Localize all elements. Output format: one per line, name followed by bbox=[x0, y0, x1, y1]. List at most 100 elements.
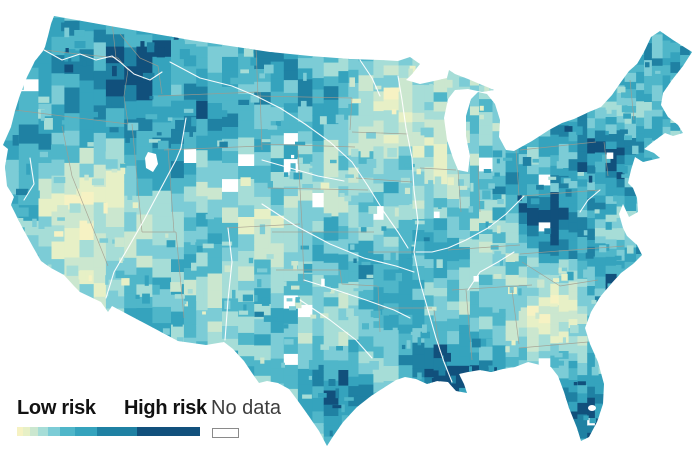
county-cell bbox=[689, 232, 692, 244]
county-cell bbox=[459, 374, 471, 389]
county-cell bbox=[680, 121, 691, 131]
county-cell bbox=[558, 311, 570, 323]
county-cell bbox=[568, 188, 578, 198]
county-cell bbox=[424, 166, 435, 176]
county-cell bbox=[323, 52, 339, 64]
county-cell bbox=[594, 250, 607, 258]
county-cell bbox=[270, 145, 285, 159]
county-cell bbox=[130, 18, 136, 22]
county-cell bbox=[447, 26, 460, 41]
county-cell bbox=[644, 274, 653, 284]
county-cell bbox=[412, 279, 425, 290]
county-cell bbox=[651, 208, 664, 219]
county-cell bbox=[624, 36, 637, 47]
county-cell bbox=[412, 444, 425, 446]
county-cell bbox=[515, 306, 521, 311]
county-cell bbox=[93, 431, 107, 446]
county-cell bbox=[32, 218, 37, 227]
county-cell bbox=[689, 73, 692, 83]
county-cell bbox=[479, 263, 494, 276]
county-cell bbox=[594, 373, 607, 385]
county-cell bbox=[161, 440, 171, 446]
state-border bbox=[465, 289, 473, 361]
county-cell bbox=[636, 133, 645, 143]
county-cell bbox=[38, 229, 52, 247]
county-cell bbox=[99, 447, 103, 456]
county-cell bbox=[198, 439, 205, 446]
county-cell bbox=[358, 99, 374, 116]
county-cell bbox=[283, 175, 299, 188]
county-cell bbox=[58, 373, 67, 383]
county-cell bbox=[104, 378, 115, 388]
county-cell bbox=[587, 17, 596, 30]
county-cell bbox=[558, 155, 570, 169]
county-cell bbox=[184, 0, 197, 13]
county-cell bbox=[615, 264, 622, 272]
county-cell bbox=[447, 47, 460, 62]
county-cell bbox=[79, 49, 95, 66]
county-cell bbox=[403, 433, 411, 441]
county-cell bbox=[254, 360, 272, 377]
county-cell bbox=[594, 303, 607, 316]
county-cell bbox=[492, 78, 507, 91]
county-cell bbox=[398, 333, 414, 348]
county-cell bbox=[505, 346, 510, 353]
county-cell bbox=[577, 457, 587, 466]
county-cell bbox=[636, 40, 645, 49]
county-cell bbox=[595, 460, 606, 466]
county-cell bbox=[662, 315, 671, 323]
county-cell bbox=[617, 5, 626, 14]
county-cell bbox=[568, 299, 578, 312]
county-cell bbox=[606, 453, 618, 461]
county-cell bbox=[412, 146, 425, 159]
county-cell bbox=[550, 283, 560, 296]
county-cell bbox=[344, 195, 352, 202]
county-cell bbox=[605, 62, 618, 71]
county-cell bbox=[358, 192, 374, 203]
county-cell bbox=[51, 415, 66, 431]
county-cell bbox=[36, 350, 48, 359]
county-cell bbox=[302, 184, 313, 188]
county-cell bbox=[18, 79, 40, 92]
county-cell bbox=[283, 375, 299, 390]
county-cell bbox=[605, 70, 618, 83]
county-cell bbox=[689, 261, 692, 270]
county-cell bbox=[518, 307, 528, 321]
county-cell bbox=[298, 2, 313, 14]
county-cell bbox=[243, 304, 247, 311]
county-cell bbox=[670, 62, 681, 74]
county-cell bbox=[412, 219, 425, 231]
county-cell bbox=[222, 86, 239, 102]
county-cell bbox=[26, 163, 31, 175]
county-cell bbox=[359, 462, 375, 466]
county-cell bbox=[538, 124, 551, 138]
county-cell bbox=[690, 450, 700, 460]
county-cell bbox=[538, 378, 551, 388]
county-cell bbox=[124, 257, 137, 276]
county-cell bbox=[666, 327, 673, 337]
county-cell bbox=[283, 103, 299, 114]
county-cell bbox=[64, 291, 81, 312]
county-cell bbox=[644, 137, 653, 148]
county-cell bbox=[171, 16, 185, 21]
county-cell bbox=[196, 416, 209, 429]
county-cell bbox=[136, 255, 153, 268]
county-cell bbox=[459, 324, 471, 334]
county-cell bbox=[440, 448, 450, 455]
county-cell bbox=[662, 75, 671, 87]
county-cell bbox=[283, 70, 299, 81]
county-cell bbox=[351, 36, 362, 40]
county-cell bbox=[383, 442, 400, 446]
county-cell bbox=[568, 380, 578, 393]
county-cell bbox=[670, 113, 681, 124]
county-cell bbox=[605, 430, 618, 443]
county-cell bbox=[221, 241, 233, 246]
county-cell bbox=[662, 426, 671, 436]
county-cell bbox=[680, 368, 691, 378]
county-cell bbox=[383, 134, 400, 144]
county-cell bbox=[51, 307, 66, 326]
county-cell bbox=[670, 194, 681, 203]
county-cell bbox=[469, 407, 480, 419]
county-cell bbox=[348, 155, 360, 169]
county-cell bbox=[338, 29, 349, 46]
